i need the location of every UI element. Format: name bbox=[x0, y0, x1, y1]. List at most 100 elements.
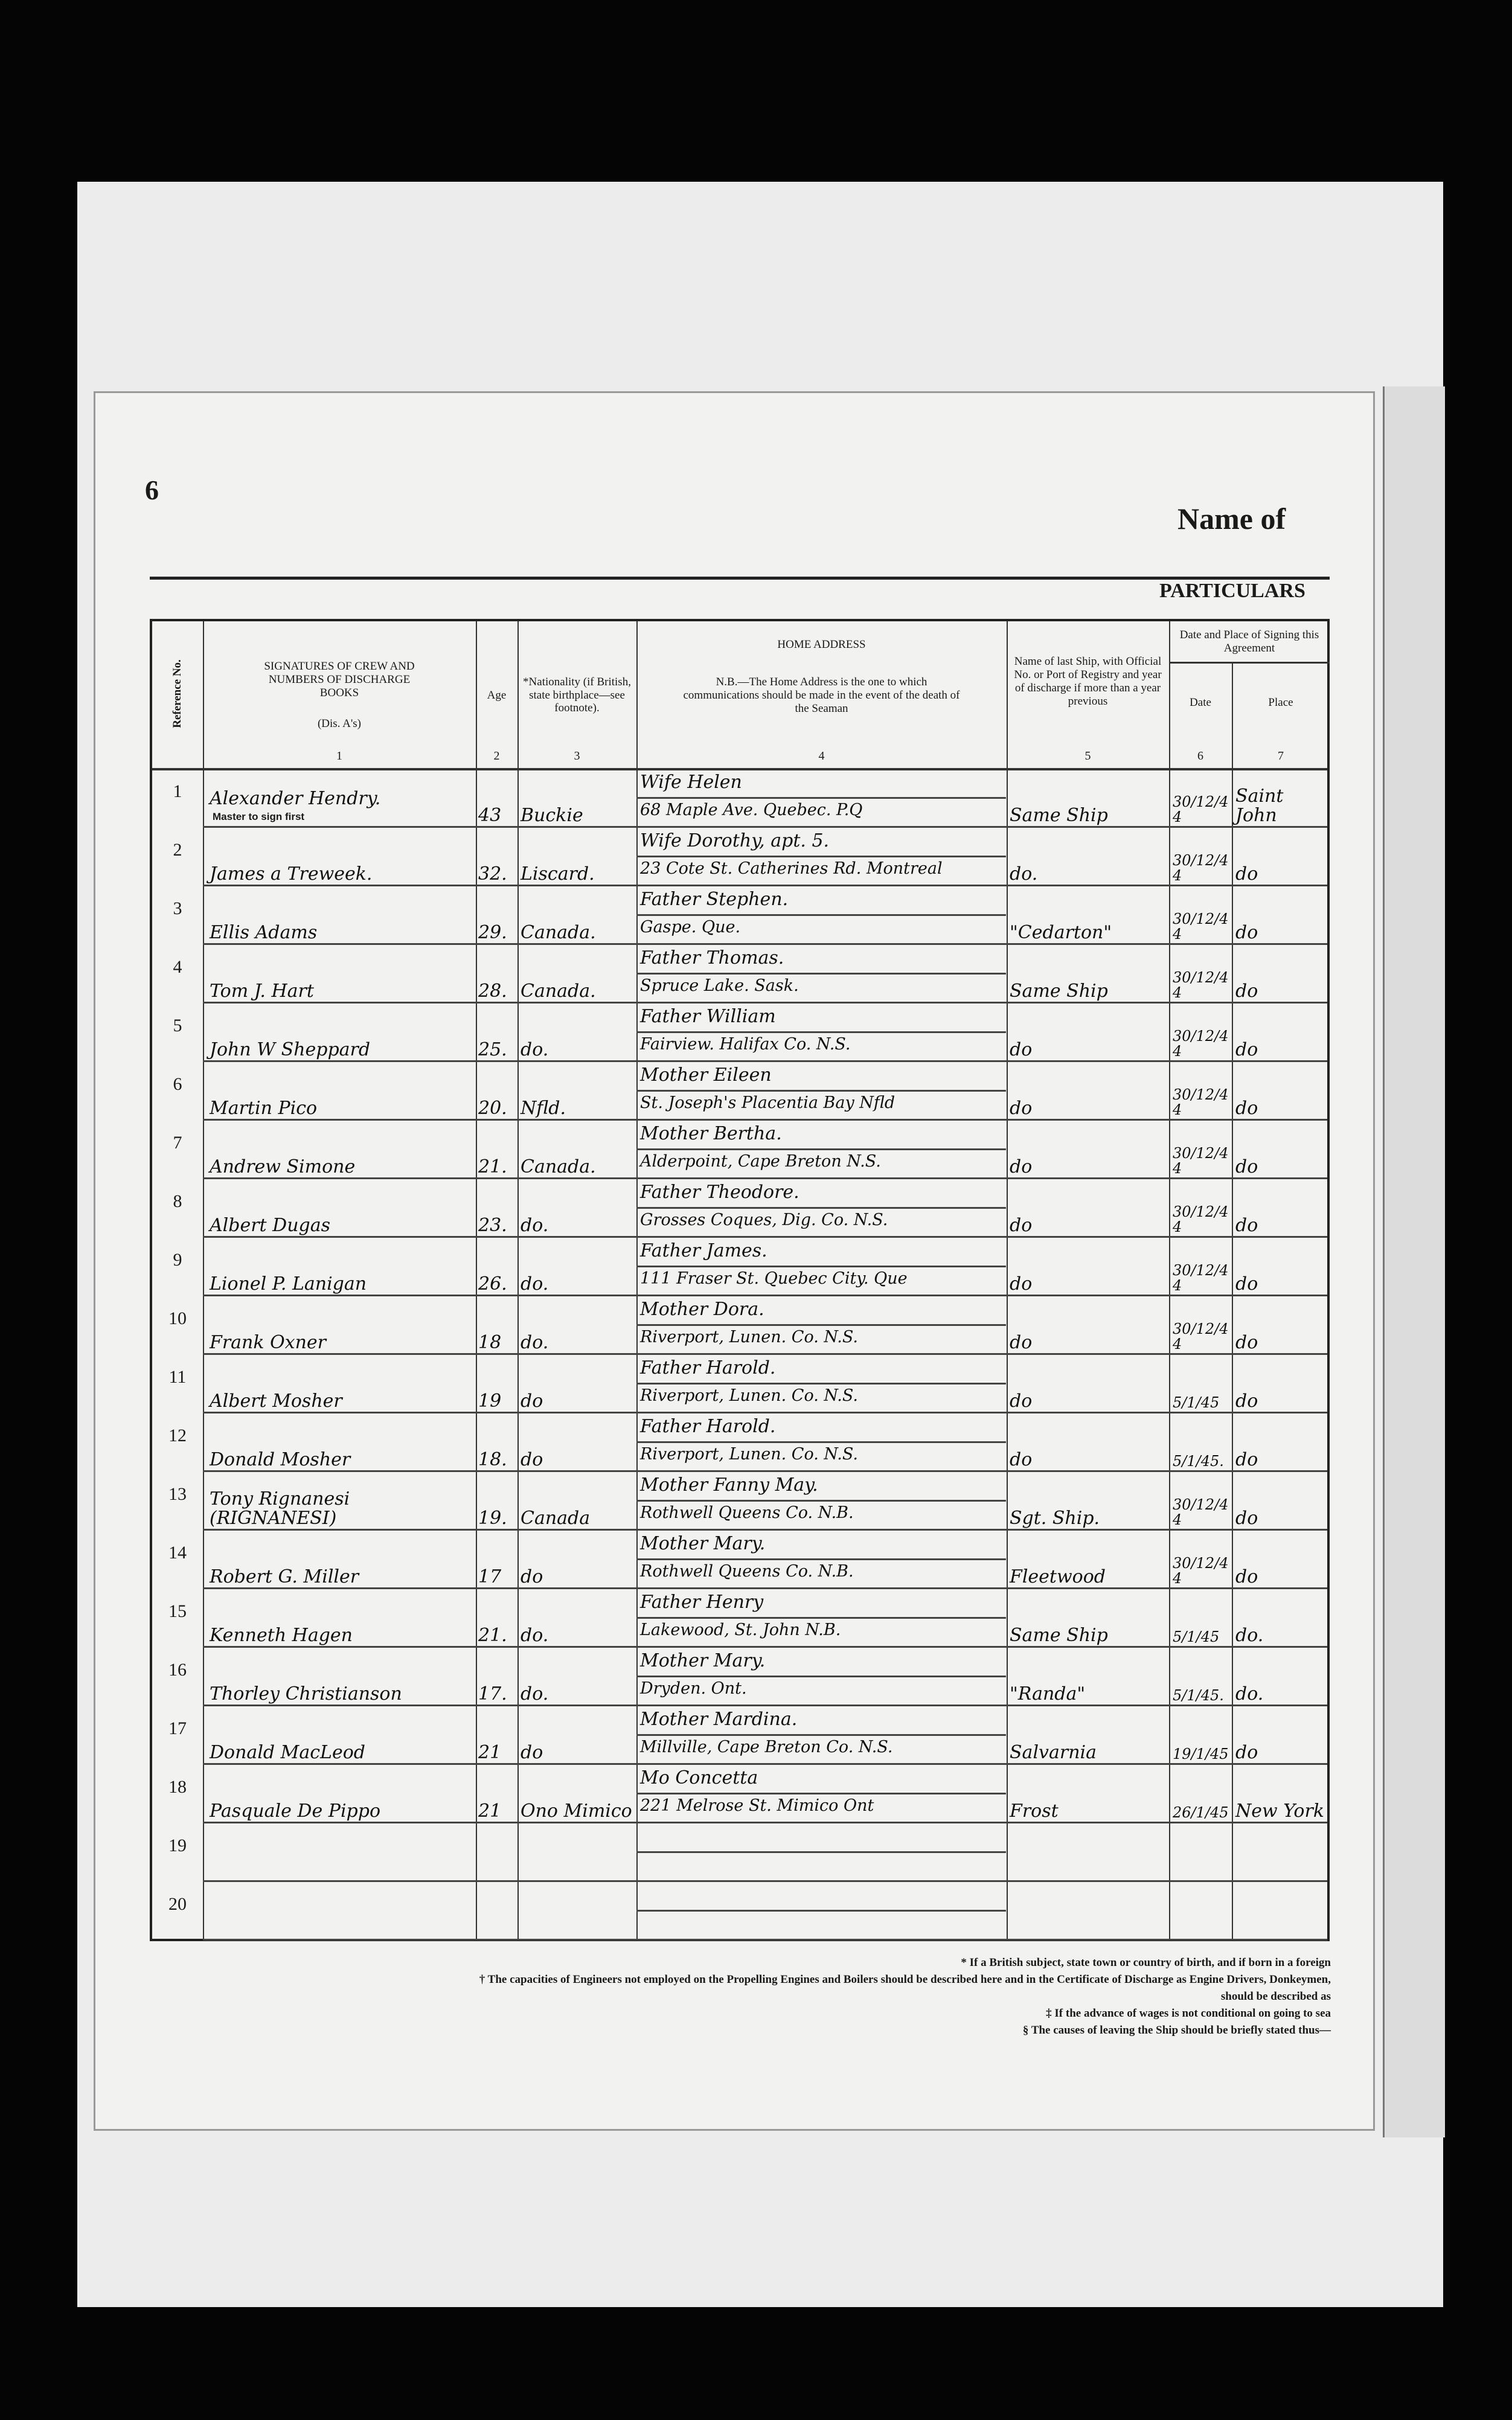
cell-relation: Father James. bbox=[640, 1240, 767, 1261]
cell-relation: Mother Mardina. bbox=[640, 1709, 798, 1730]
ref-number: 7 bbox=[173, 1133, 182, 1153]
table-row: 17 Donald MacLeod 21 do Salvarnia 19/1/45 do Mo… bbox=[152, 1706, 1327, 1765]
cell-date: 30/12/44 bbox=[1173, 1203, 1229, 1235]
cell-date: 5/1/45 bbox=[1173, 1628, 1220, 1645]
cell-relation: Wife Dorothy, apt. 5. bbox=[640, 830, 830, 851]
header-date: Date bbox=[1190, 696, 1211, 709]
cell-address: Rothwell Queens Co. N.B. bbox=[640, 1562, 854, 1581]
cell-name: Martin Pico bbox=[210, 1097, 318, 1119]
ref-number: 8 bbox=[173, 1191, 182, 1211]
ref-number: 18 bbox=[168, 1777, 187, 1797]
footnote: * If a British subject, state town or co… bbox=[961, 1956, 1331, 1969]
address-rule bbox=[636, 973, 1006, 975]
cell-date: 30/12/44 bbox=[1173, 1027, 1229, 1060]
ref-number: 3 bbox=[173, 898, 182, 918]
cell-address: Riverport, Lunen. Co. N.S. bbox=[640, 1386, 859, 1405]
row-rule bbox=[203, 1353, 1327, 1355]
table-row: 7 Andrew Simone 21. Canada. do 30/12/44 do Moth… bbox=[152, 1121, 1327, 1179]
ref-number: 14 bbox=[168, 1543, 187, 1563]
cell-name: James a Treweek. bbox=[210, 863, 373, 885]
footnote: † The capacities of Engineers not employ… bbox=[479, 1973, 1331, 1986]
section-title: PARTICULARS bbox=[1159, 580, 1305, 602]
master-note: Master to sign first bbox=[213, 811, 305, 822]
cell-nat: Canada. bbox=[521, 1156, 596, 1177]
cell-ship: do bbox=[1010, 1273, 1033, 1295]
cell-place: New York bbox=[1235, 1800, 1324, 1822]
cell-name: Ellis Adams bbox=[210, 921, 318, 943]
row-rule bbox=[203, 1177, 1327, 1179]
cell-date: 26/1/45 bbox=[1173, 1804, 1229, 1821]
cell-name: Donald MacLeod bbox=[210, 1741, 366, 1763]
row-rule bbox=[203, 1002, 1327, 1004]
cell-age: 17. bbox=[478, 1683, 507, 1705]
address-rule bbox=[636, 1617, 1006, 1619]
cell-ship: Same Ship bbox=[1010, 804, 1108, 826]
cell-ship: do bbox=[1010, 1390, 1033, 1412]
cell-ship: do bbox=[1010, 1156, 1033, 1177]
cell-name: Albert Mosher bbox=[210, 1390, 342, 1412]
header-place: Place bbox=[1268, 696, 1293, 709]
cell-age: 28. bbox=[478, 980, 507, 1002]
cell-age: 19 bbox=[478, 1390, 502, 1412]
cell-nat: do. bbox=[521, 1683, 549, 1705]
table-row: 9 Lionel P. Lanigan 26. do. do 30/12/44 do Fath… bbox=[152, 1238, 1327, 1296]
cell-ship: Frost bbox=[1010, 1800, 1059, 1822]
page-heading: Name of bbox=[1177, 502, 1286, 536]
header-ref: Reference No. bbox=[171, 659, 184, 728]
row-rule bbox=[203, 1412, 1327, 1413]
header-signing: Date and Place of Signing this Agreement bbox=[1169, 621, 1330, 664]
cell-relation: Mo Concetta bbox=[640, 1767, 758, 1788]
cell-nat: do. bbox=[521, 1624, 549, 1646]
col-num-4: 4 bbox=[818, 749, 825, 763]
footnote: ‡ If the advance of wages is not conditi… bbox=[1046, 2007, 1331, 2020]
table-row: 2 James a Treweek. 32. Liscard. do. 30/12/44 d… bbox=[152, 828, 1327, 886]
cell-address: Rothwell Queens Co. N.B. bbox=[640, 1503, 854, 1522]
column-rule bbox=[636, 621, 638, 1939]
address-rule bbox=[636, 1207, 1006, 1209]
page-number: 6 bbox=[145, 475, 159, 505]
row-rule bbox=[203, 1236, 1327, 1238]
address-rule bbox=[636, 1441, 1006, 1443]
cell-ship: do bbox=[1010, 1097, 1033, 1119]
cell-place: do bbox=[1235, 1741, 1258, 1763]
cell-address: Dryden. Ont. bbox=[640, 1679, 747, 1698]
cell-relation: Father Harold. bbox=[640, 1357, 776, 1378]
cell-address: 111 Fraser St. Quebec City. Que bbox=[640, 1269, 908, 1288]
cell-place: Saint John bbox=[1235, 786, 1284, 826]
cell-name: Lionel P. Lanigan bbox=[210, 1273, 367, 1295]
address-rule bbox=[636, 797, 1006, 799]
cell-age: 19. bbox=[478, 1507, 507, 1529]
cell-address: Riverport, Lunen. Co. N.S. bbox=[640, 1445, 859, 1464]
ref-number: 1 bbox=[173, 781, 182, 801]
address-rule bbox=[636, 1734, 1006, 1736]
table-row: 16 Thorley Christianson 17. do. "Randa" 5/1/4… bbox=[152, 1648, 1327, 1706]
table-row: 1 Alexander Hendry. 43 Buckie Same Ship 30/12… bbox=[152, 769, 1327, 828]
table-row: 11 Albert Mosher 19 do do 5/1/45 do Father Haro… bbox=[152, 1355, 1327, 1413]
cell-relation: Father Harold. bbox=[640, 1416, 776, 1437]
col-num-6: 6 bbox=[1197, 749, 1203, 763]
cell-nat: Canada. bbox=[521, 980, 596, 1002]
cell-nat: do bbox=[521, 1566, 543, 1587]
cell-nat: do. bbox=[521, 1214, 549, 1236]
cell-nat: Buckie bbox=[521, 804, 583, 826]
cell-address: Spruce Lake. Sask. bbox=[640, 976, 799, 995]
table-row: 15 Kenneth Hagen 21. do. Same Ship 5/1/45 do. F… bbox=[152, 1589, 1327, 1648]
cell-name: Tom J. Hart bbox=[210, 980, 314, 1002]
column-rule bbox=[476, 621, 477, 1939]
cell-name: John W Sheppard bbox=[210, 1039, 371, 1060]
cell-name: Frank Oxner bbox=[210, 1331, 327, 1353]
cell-age: 29. bbox=[478, 921, 507, 943]
cell-name: Alexander Hendry. bbox=[210, 787, 381, 809]
cell-date: 30/12/44 bbox=[1173, 1554, 1229, 1587]
cell-name bbox=[210, 1887, 469, 1938]
cell-ship: Fleetwood bbox=[1010, 1566, 1106, 1587]
footnote: should be described as bbox=[1220, 1990, 1331, 2003]
col-num-1: 1 bbox=[336, 749, 342, 763]
row-rule bbox=[203, 1822, 1327, 1823]
cell-age: 32. bbox=[478, 863, 507, 885]
row-rule bbox=[203, 1060, 1327, 1062]
cell-address: Alderpoint, Cape Breton N.S. bbox=[640, 1152, 881, 1171]
cell-place bbox=[1235, 1887, 1327, 1938]
cell-date: 30/12/44 bbox=[1173, 793, 1229, 825]
